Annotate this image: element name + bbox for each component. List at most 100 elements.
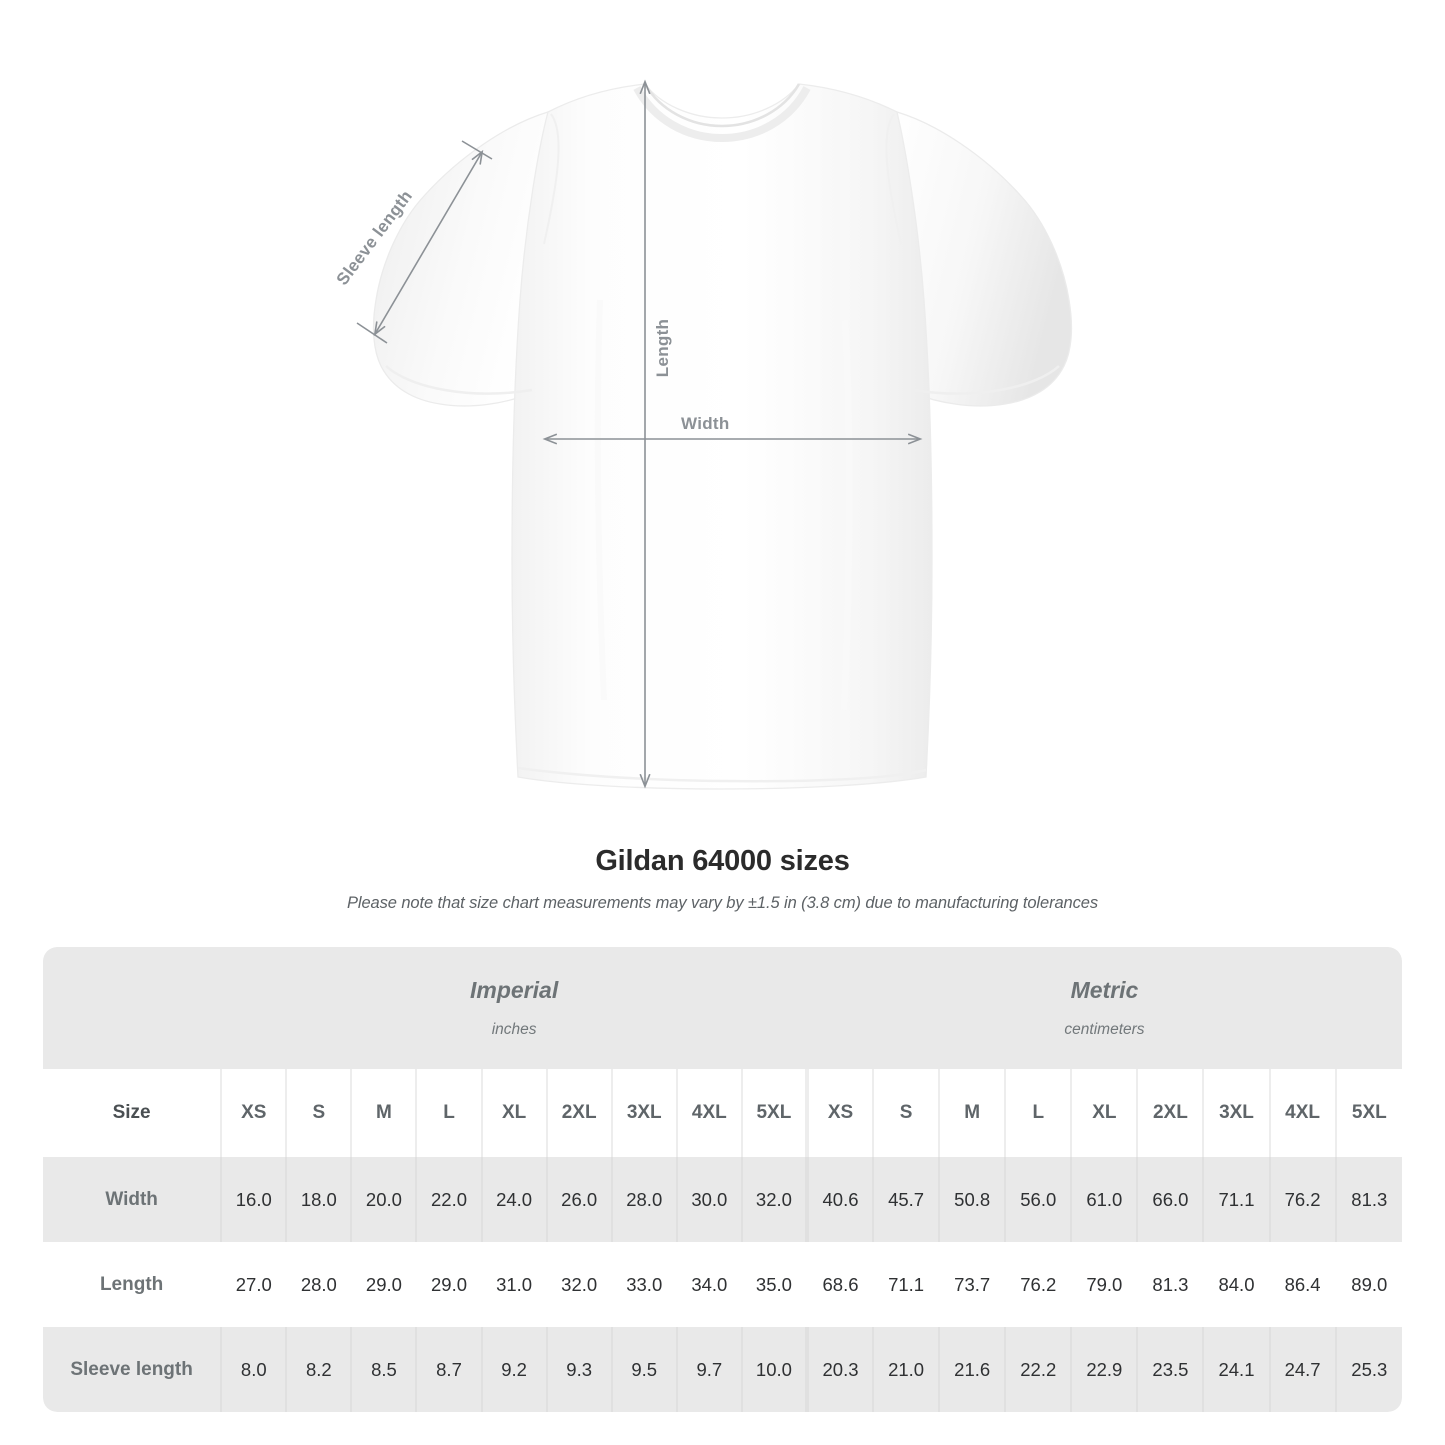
chart-heading: Gildan 64000 sizes Please note that size… <box>0 845 1445 913</box>
size-header-cell-metric-4xl: 4XL <box>1268 1069 1336 1157</box>
cell-width-metric-s: 45.7 <box>872 1157 940 1242</box>
size-chart-table: Imperial inches Metric centimeters Size X… <box>43 947 1402 1412</box>
cell-length-metric-4xl: 86.4 <box>1268 1242 1336 1327</box>
size-header-cell-imperial-4xl: 4XL <box>675 1069 742 1157</box>
cell-width-imperial-m: 20.0 <box>350 1157 417 1242</box>
cell-length-metric-3xl: 84.0 <box>1202 1242 1270 1327</box>
cell-length-imperial-5xl: 35.0 <box>740 1242 807 1327</box>
size-header-label: Size <box>43 1069 222 1157</box>
length-label: Length <box>653 318 673 378</box>
cell-width-metric-m: 50.8 <box>938 1157 1006 1242</box>
cell-length-imperial-2xl: 32.0 <box>545 1242 612 1327</box>
cell-sleeve-length-imperial-3xl: 9.5 <box>610 1327 677 1412</box>
cell-length-metric-5xl: 89.0 <box>1334 1242 1402 1327</box>
cell-width-metric-4xl: 76.2 <box>1268 1157 1336 1242</box>
size-chart-body: Imperial inches Metric centimeters Size X… <box>43 947 1402 1412</box>
cell-sleeve-length-imperial-xl: 9.2 <box>480 1327 547 1412</box>
cell-length-metric-2xl: 81.3 <box>1136 1242 1204 1327</box>
cell-length-imperial-m: 29.0 <box>350 1242 417 1327</box>
cell-sleeve-length-imperial-5xl: 10.0 <box>740 1327 807 1412</box>
size-header-cell-metric-2xl: 2XL <box>1136 1069 1204 1157</box>
cell-length-metric-xs: 68.6 <box>804 1242 874 1327</box>
size-header-cell-imperial-xl: XL <box>480 1069 547 1157</box>
page-title: Gildan 64000 sizes <box>595 845 850 877</box>
table-row-sleeve-length: Sleeve length 8.0 8.2 8.5 8.7 9.2 9.3 9.5 9.7 10.… <box>43 1327 1402 1412</box>
size-header-cell-imperial-s: S <box>285 1069 352 1157</box>
unit-header-spacer <box>43 947 222 1069</box>
size-header-cell-imperial-m: M <box>350 1069 417 1157</box>
cell-sleeve-length-imperial-2xl: 9.3 <box>545 1327 612 1412</box>
unit-header-row: Imperial inches Metric centimeters <box>43 947 1402 1069</box>
cell-sleeve-length-imperial-s: 8.2 <box>285 1327 352 1412</box>
unit-group-imperial-sub: inches <box>491 1020 537 1038</box>
size-header-cell-metric-m: M <box>938 1069 1006 1157</box>
cell-length-metric-xl: 79.0 <box>1070 1242 1138 1327</box>
cell-sleeve-length-metric-5xl: 25.3 <box>1334 1327 1402 1412</box>
cell-sleeve-length-metric-2xl: 23.5 <box>1136 1327 1204 1412</box>
size-header-cell-metric-xl: XL <box>1070 1069 1138 1157</box>
cell-sleeve-length-metric-m: 21.6 <box>938 1327 1006 1412</box>
cell-width-metric-3xl: 71.1 <box>1202 1157 1270 1242</box>
unit-group-imperial: Imperial inches <box>221 947 807 1069</box>
cell-sleeve-length-metric-xl: 22.9 <box>1070 1327 1138 1412</box>
cell-width-imperial-s: 18.0 <box>285 1157 352 1242</box>
cell-width-imperial-xs: 16.0 <box>220 1157 287 1242</box>
width-label: Width <box>681 414 730 433</box>
cell-width-imperial-2xl: 26.0 <box>545 1157 612 1242</box>
cell-length-metric-l: 76.2 <box>1004 1242 1072 1327</box>
cell-width-imperial-xl: 24.0 <box>480 1157 547 1242</box>
tolerance-note: Please note that size chart measurements… <box>347 894 1098 912</box>
tshirt-illustration <box>356 0 1073 790</box>
cell-width-metric-5xl: 81.3 <box>1334 1157 1402 1242</box>
cell-width-imperial-l: 22.0 <box>415 1157 482 1242</box>
cell-width-imperial-3xl: 28.0 <box>610 1157 677 1242</box>
cell-width-metric-xl: 61.0 <box>1070 1157 1138 1242</box>
row-label-length: Length <box>43 1242 222 1327</box>
size-chart-table-wrapper: Imperial inches Metric centimeters Size X… <box>43 947 1402 1412</box>
table-row-length: Length 27.0 28.0 29.0 29.0 31.0 32.0 33.0 34.0 35… <box>43 1242 1402 1327</box>
size-header-cell-metric-l: L <box>1004 1069 1072 1157</box>
cell-sleeve-length-imperial-m: 8.5 <box>350 1327 417 1412</box>
size-header-cell-metric-xs: XS <box>804 1069 874 1157</box>
row-label-sleeve-length: Sleeve length <box>43 1327 222 1412</box>
size-header-cell-imperial-xs: XS <box>220 1069 287 1157</box>
cell-width-metric-l: 56.0 <box>1004 1157 1072 1242</box>
row-label-width: Width <box>43 1157 222 1242</box>
cell-sleeve-length-metric-s: 21.0 <box>872 1327 940 1412</box>
cell-width-metric-xs: 40.6 <box>804 1157 874 1242</box>
cell-sleeve-length-imperial-xs: 8.0 <box>220 1327 287 1412</box>
size-header-cell-imperial-2xl: 2XL <box>545 1069 612 1157</box>
cell-sleeve-length-metric-3xl: 24.1 <box>1202 1327 1270 1412</box>
size-header-cell-imperial-5xl: 5XL <box>740 1069 807 1157</box>
cell-length-imperial-3xl: 33.0 <box>610 1242 677 1327</box>
shirt-body-shape <box>372 83 1073 790</box>
size-header-cell-metric-s: S <box>872 1069 940 1157</box>
cell-length-metric-m: 73.7 <box>938 1242 1006 1327</box>
cell-sleeve-length-imperial-l: 8.7 <box>415 1327 482 1412</box>
unit-group-imperial-name: Imperial <box>470 976 559 1003</box>
cell-width-imperial-5xl: 32.0 <box>740 1157 807 1242</box>
sleeve-length-dimension <box>356 140 493 344</box>
cell-sleeve-length-metric-l: 22.2 <box>1004 1327 1072 1412</box>
size-header-row: Size XS S M L XL 2XL 3XL 4XL 5XL XS S M L XL 2XL 3XL 4XL 5… <box>43 1069 1402 1157</box>
size-header-cell-imperial-3xl: 3XL <box>610 1069 677 1157</box>
tshirt-diagram: Sleeve length Length Width <box>333 0 1073 790</box>
cell-length-metric-s: 71.1 <box>872 1242 940 1327</box>
cell-length-imperial-l: 29.0 <box>415 1242 482 1327</box>
unit-group-metric-sub: centimeters <box>1064 1020 1145 1038</box>
table-row-width: Width 16.0 18.0 20.0 22.0 24.0 26.0 28.0 30.0 32.… <box>43 1157 1402 1242</box>
cell-sleeve-length-metric-xs: 20.3 <box>804 1327 874 1412</box>
cell-width-imperial-4xl: 30.0 <box>675 1157 742 1242</box>
cell-length-imperial-xs: 27.0 <box>220 1242 287 1327</box>
size-header-cell-metric-5xl: 5XL <box>1334 1069 1402 1157</box>
unit-group-metric-name: Metric <box>1070 976 1139 1003</box>
cell-length-imperial-s: 28.0 <box>285 1242 352 1327</box>
cell-sleeve-length-metric-4xl: 24.7 <box>1268 1327 1336 1412</box>
cell-length-imperial-4xl: 34.0 <box>675 1242 742 1327</box>
cell-width-metric-2xl: 66.0 <box>1136 1157 1204 1242</box>
unit-group-metric: Metric centimeters <box>806 947 1402 1069</box>
size-header-cell-imperial-l: L <box>415 1069 482 1157</box>
cell-length-imperial-xl: 31.0 <box>480 1242 547 1327</box>
cell-sleeve-length-imperial-4xl: 9.7 <box>675 1327 742 1412</box>
size-header-cell-metric-3xl: 3XL <box>1202 1069 1270 1157</box>
